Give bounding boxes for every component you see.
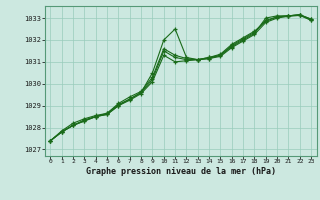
X-axis label: Graphe pression niveau de la mer (hPa): Graphe pression niveau de la mer (hPa) <box>86 167 276 176</box>
